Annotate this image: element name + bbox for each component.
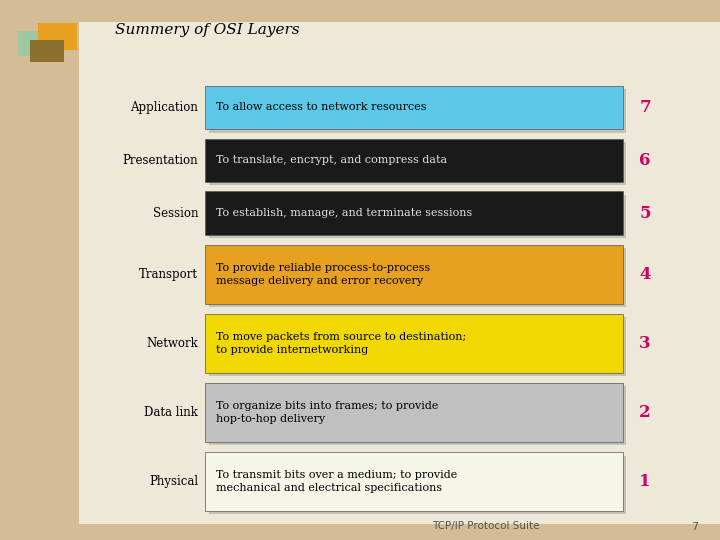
FancyBboxPatch shape	[205, 192, 623, 235]
FancyBboxPatch shape	[205, 314, 623, 373]
Text: 7: 7	[691, 522, 698, 531]
Text: 1: 1	[639, 473, 651, 490]
FancyBboxPatch shape	[205, 245, 623, 303]
FancyBboxPatch shape	[209, 195, 626, 238]
FancyBboxPatch shape	[209, 318, 626, 376]
FancyBboxPatch shape	[30, 40, 63, 62]
Text: Summery of OSI Layers: Summery of OSI Layers	[115, 23, 300, 37]
Text: To establish, manage, and terminate sessions: To establish, manage, and terminate sess…	[216, 208, 472, 218]
Text: Presentation: Presentation	[122, 154, 198, 167]
Text: To provide reliable process-to-process
message delivery and error recovery: To provide reliable process-to-process m…	[216, 263, 431, 286]
Text: Network: Network	[146, 337, 198, 350]
Text: Data link: Data link	[144, 406, 198, 419]
FancyBboxPatch shape	[79, 22, 720, 524]
FancyBboxPatch shape	[38, 23, 78, 50]
FancyBboxPatch shape	[209, 456, 626, 514]
FancyBboxPatch shape	[209, 89, 626, 132]
Text: To transmit bits over a medium; to provide
mechanical and electrical specificati: To transmit bits over a medium; to provi…	[216, 470, 457, 493]
FancyBboxPatch shape	[209, 387, 626, 445]
FancyBboxPatch shape	[209, 142, 626, 185]
FancyBboxPatch shape	[205, 383, 623, 442]
Text: 7: 7	[639, 99, 651, 116]
Text: 6: 6	[639, 152, 651, 169]
FancyBboxPatch shape	[205, 453, 623, 511]
Text: 5: 5	[639, 205, 651, 222]
FancyBboxPatch shape	[205, 86, 623, 129]
Text: To move packets from source to destination;
to provide internetworking: To move packets from source to destinati…	[216, 332, 467, 355]
Text: Transport: Transport	[139, 268, 198, 281]
Text: 2: 2	[639, 404, 651, 421]
Text: To translate, encrypt, and compress data: To translate, encrypt, and compress data	[216, 156, 447, 165]
Text: Session: Session	[153, 207, 198, 220]
FancyBboxPatch shape	[205, 139, 623, 182]
Text: To allow access to network resources: To allow access to network resources	[216, 103, 426, 112]
Text: Application: Application	[130, 101, 198, 114]
FancyBboxPatch shape	[18, 31, 54, 56]
Text: To organize bits into frames; to provide
hop-to-hop delivery: To organize bits into frames; to provide…	[216, 401, 438, 424]
FancyBboxPatch shape	[209, 248, 626, 307]
Text: 4: 4	[639, 266, 651, 283]
Text: Physical: Physical	[149, 475, 198, 488]
Text: TCP/IP Protocol Suite: TCP/IP Protocol Suite	[432, 522, 539, 531]
Text: 3: 3	[639, 335, 651, 352]
